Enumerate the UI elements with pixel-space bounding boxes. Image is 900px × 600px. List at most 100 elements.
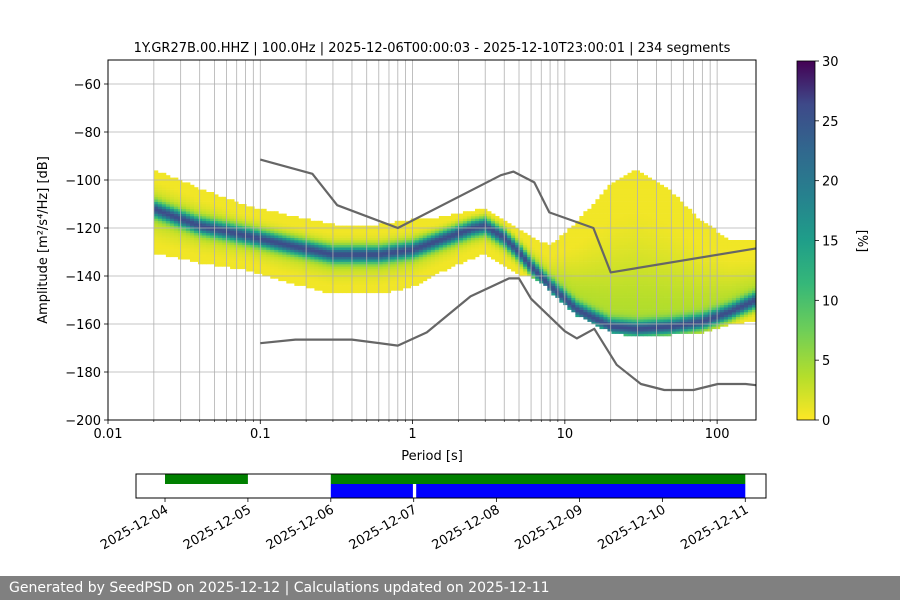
heatmap-cell xyxy=(474,240,480,243)
heatmap-cell xyxy=(466,225,472,229)
heatmap-cell xyxy=(394,247,400,250)
heatmap-cell xyxy=(270,216,275,219)
heatmap-cell xyxy=(703,290,709,294)
heatmap-cell xyxy=(607,300,612,303)
heatmap-cell xyxy=(214,264,219,267)
heatmap-cell xyxy=(639,307,644,310)
heatmap-cell xyxy=(193,206,199,210)
heatmap-cell xyxy=(398,240,404,243)
heatmap-cell xyxy=(599,254,604,258)
heatmap-cell xyxy=(683,225,689,229)
heatmap-cell xyxy=(583,254,588,258)
heatmap-cell xyxy=(659,302,665,306)
heatmap-cell xyxy=(675,249,681,253)
heatmap-cell xyxy=(342,278,347,282)
heatmap-cell xyxy=(607,283,612,286)
heatmap-cell xyxy=(286,225,291,229)
heatmap-cell xyxy=(334,230,339,234)
heatmap-cell xyxy=(611,268,616,272)
heatmap-cell xyxy=(153,249,159,253)
heatmap-cell xyxy=(683,283,689,286)
heatmap-cell xyxy=(651,312,657,315)
heatmap-cell xyxy=(523,259,528,262)
heatmap-cell xyxy=(214,261,219,265)
heatmap-cell xyxy=(298,280,303,284)
heatmap-cell xyxy=(202,208,207,212)
heatmap-cell xyxy=(607,228,612,231)
heatmap-cell xyxy=(571,242,576,246)
heatmap-cell xyxy=(615,244,620,248)
heatmap-cell xyxy=(675,252,681,255)
heatmap-cell xyxy=(663,196,669,200)
heatmap-cell xyxy=(651,290,657,294)
heatmap-cell xyxy=(643,326,649,330)
heatmap-cell xyxy=(571,271,576,274)
heatmap-cell xyxy=(719,319,725,322)
heatmap-cell xyxy=(250,244,255,248)
heatmap-cell xyxy=(177,252,183,255)
heatmap-cell xyxy=(687,331,693,334)
heatmap-cell xyxy=(366,280,372,284)
heatmap-cell xyxy=(687,235,693,238)
heatmap-cell xyxy=(358,244,363,248)
heatmap-cell xyxy=(619,189,624,193)
heatmap-cell xyxy=(587,283,592,286)
heatmap-cell xyxy=(591,321,596,325)
heatmap-cell xyxy=(450,225,456,229)
heatmap-cell xyxy=(723,314,729,318)
heatmap-cell xyxy=(571,254,576,258)
heatmap-cell xyxy=(627,184,632,188)
heatmap-cell xyxy=(157,237,163,241)
heatmap-cell xyxy=(607,297,612,301)
heatmap-cell xyxy=(198,232,203,236)
heatmap-cell xyxy=(679,319,685,322)
heatmap-cell xyxy=(189,237,195,241)
heatmap-cell xyxy=(210,247,215,250)
heatmap-cell xyxy=(611,285,616,289)
heatmap-cell xyxy=(523,235,528,238)
heatmap-cell xyxy=(262,247,267,250)
heatmap-cell xyxy=(547,247,552,250)
heatmap-cell xyxy=(161,177,167,181)
heatmap-cell xyxy=(683,304,689,308)
heatmap-cell xyxy=(426,218,432,222)
heatmap-cell xyxy=(294,261,299,265)
heatmap-cell xyxy=(446,237,452,241)
heatmap-cell xyxy=(230,240,235,243)
heatmap-cell xyxy=(719,259,725,262)
heatmap-cell xyxy=(370,285,376,289)
heatmap-cell xyxy=(563,268,568,272)
heatmap-cell xyxy=(382,235,388,238)
heatmap-cell xyxy=(659,266,665,270)
heatmap-cell xyxy=(663,268,669,272)
heatmap-cell xyxy=(615,184,620,188)
heatmap-cell xyxy=(370,283,376,286)
heatmap-cell xyxy=(442,249,448,253)
heatmap-cell xyxy=(675,331,681,334)
heatmap-cell xyxy=(338,261,343,265)
heatmap-cell xyxy=(398,249,404,253)
heatmap-cell xyxy=(306,223,311,226)
heatmap-cell xyxy=(619,194,624,198)
heatmap-cell xyxy=(671,225,677,229)
heatmap-cell xyxy=(683,278,689,282)
heatmap-cell xyxy=(623,208,628,212)
heatmap-cell xyxy=(394,220,400,224)
heatmap-cell xyxy=(426,247,432,250)
heatmap-cell xyxy=(575,235,580,238)
heatmap-cell xyxy=(643,211,649,214)
heatmap-cell xyxy=(402,232,408,236)
heatmap-cell xyxy=(334,276,339,279)
heatmap-cell xyxy=(479,218,484,222)
heatmap-cell xyxy=(627,182,632,186)
heatmap-cell xyxy=(663,271,669,274)
heatmap-cell xyxy=(210,249,215,253)
heatmap-cell xyxy=(571,225,576,229)
heatmap-cell xyxy=(651,300,657,303)
heatmap-cell xyxy=(189,225,195,229)
heatmap-cell xyxy=(173,182,179,186)
heatmap-cell xyxy=(278,271,283,274)
heatmap-cell xyxy=(282,235,287,238)
heatmap-cell xyxy=(218,199,223,202)
heatmap-cell xyxy=(631,283,636,286)
